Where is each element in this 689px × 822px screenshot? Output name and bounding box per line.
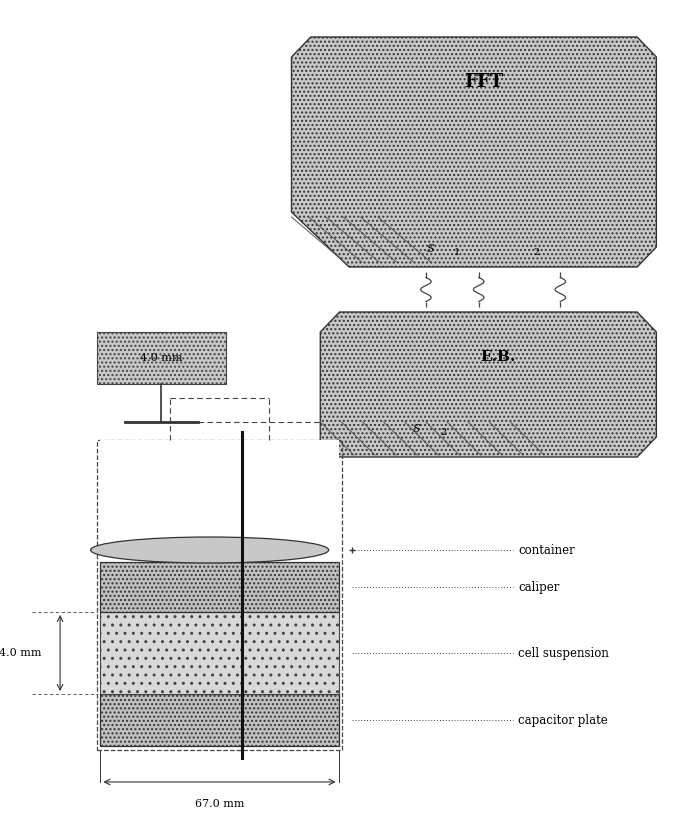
Text: cell suspension: cell suspension: [518, 646, 609, 659]
Text: 4.0 mm: 4.0 mm: [140, 353, 183, 363]
Bar: [96, 440, 342, 750]
Text: 4.0 mm: 4.0 mm: [0, 648, 41, 658]
Text: E.B.: E.B.: [480, 350, 515, 364]
Bar: [101, 440, 338, 562]
Bar: [101, 562, 338, 612]
Ellipse shape: [90, 537, 329, 563]
Text: 1: 1: [453, 247, 460, 256]
Text: capacitor plate: capacitor plate: [518, 713, 608, 727]
Text: container: container: [518, 543, 575, 556]
Bar: [101, 694, 338, 746]
Polygon shape: [320, 312, 657, 457]
Bar: [101, 612, 338, 694]
Text: caliper: caliper: [518, 580, 559, 593]
Text: S: S: [413, 424, 420, 434]
Text: FFT: FFT: [464, 73, 503, 91]
Text: 2: 2: [533, 247, 539, 256]
Bar: [96, 332, 226, 384]
Text: S: S: [427, 244, 435, 254]
Text: 2: 2: [440, 427, 446, 436]
Polygon shape: [291, 37, 657, 267]
Text: 67.0 mm: 67.0 mm: [195, 799, 244, 809]
